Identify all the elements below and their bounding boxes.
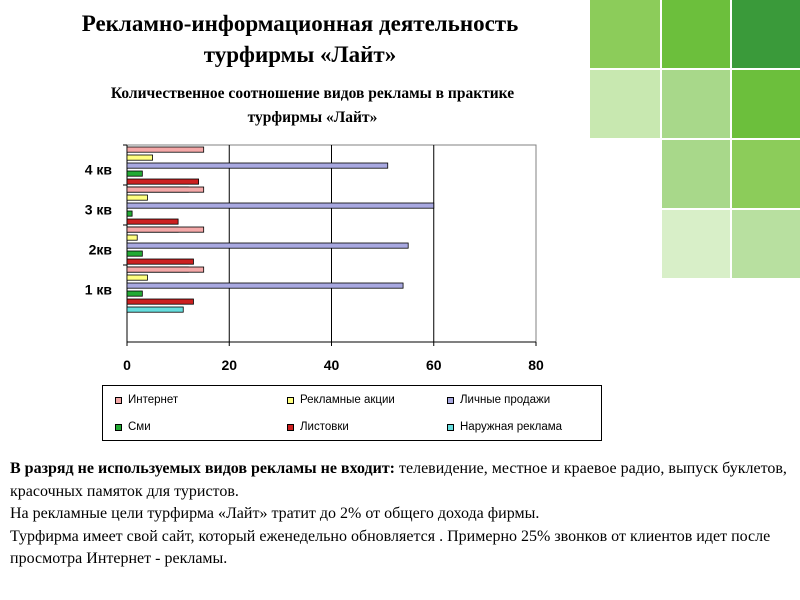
legend-swatch bbox=[115, 396, 122, 404]
legend-item: Листовки bbox=[287, 421, 349, 433]
bar bbox=[126, 218, 179, 225]
page-title: Рекламно-информационная деятельность тур… bbox=[20, 8, 580, 70]
bar bbox=[126, 146, 205, 153]
legend-swatch bbox=[447, 396, 454, 404]
legend-swatch bbox=[287, 423, 294, 431]
bar bbox=[126, 258, 194, 265]
legend-label: Личные продажи bbox=[460, 394, 551, 406]
bar bbox=[126, 306, 184, 313]
decor-tile bbox=[662, 70, 730, 138]
legend-swatch bbox=[447, 423, 454, 431]
bar bbox=[126, 242, 409, 249]
title-line-1: Рекламно-информационная деятельность bbox=[81, 11, 519, 36]
legend-item: Рекламные акции bbox=[287, 394, 395, 406]
bar bbox=[126, 202, 435, 209]
subtitle-line-2: турфирмы «Лайт» bbox=[247, 109, 378, 126]
bar bbox=[126, 194, 148, 201]
subtitle-line-1: Количественное соотношение видов рекламы… bbox=[110, 85, 515, 102]
legend-item: Наружная реклама bbox=[447, 421, 562, 433]
x-tick-label: 40 bbox=[324, 357, 340, 373]
decor-tile bbox=[662, 210, 730, 278]
decor-tile bbox=[662, 140, 730, 208]
bar bbox=[126, 274, 148, 281]
paragraph-budget: На рекламные цели турфирма «Лайт» тратит… bbox=[10, 505, 540, 522]
bar bbox=[126, 154, 153, 161]
bar bbox=[126, 250, 143, 257]
x-tick-label: 60 bbox=[426, 357, 442, 373]
description-text: В разряд не используемых видов рекламы н… bbox=[10, 458, 790, 571]
bar bbox=[126, 186, 205, 193]
bar bbox=[126, 178, 199, 185]
paragraph-not-used-ads: В разряд не используемых видов рекламы н… bbox=[10, 458, 790, 503]
decor-tile bbox=[732, 140, 800, 208]
legend-label: Листовки bbox=[300, 421, 349, 433]
bar bbox=[126, 162, 389, 169]
bar bbox=[126, 290, 143, 297]
legend-label: Наружная реклама bbox=[460, 421, 563, 433]
legend-item: Сми bbox=[115, 421, 151, 433]
decor-tile bbox=[732, 210, 800, 278]
x-tick-label: 80 bbox=[528, 357, 544, 373]
bar bbox=[126, 266, 205, 273]
category-label: 1 кв bbox=[85, 282, 113, 298]
bar bbox=[126, 298, 194, 305]
decor-tile bbox=[590, 70, 660, 138]
decor-tile bbox=[732, 70, 800, 138]
title-line-2: турфирмы «Лайт» bbox=[203, 42, 397, 67]
bar bbox=[126, 170, 143, 177]
paragraph-lead: В разряд не используемых видов рекламы н… bbox=[10, 460, 395, 477]
category-label: 2кв bbox=[89, 242, 113, 258]
legend-item: Личные продажи bbox=[447, 394, 550, 406]
bar bbox=[126, 210, 133, 217]
chart-legend: Интернет Рекламные акции Личные продажи Сми… bbox=[102, 385, 602, 441]
chart-subtitle: Количественное соотношение видов рекламы… bbox=[30, 82, 595, 130]
x-tick-label: 20 bbox=[221, 357, 237, 373]
paragraph-website: Турфирма имеет свой сайт, который еженед… bbox=[10, 527, 771, 568]
bar bbox=[126, 234, 138, 241]
decor-tile bbox=[662, 0, 730, 68]
category-label: 4 кв bbox=[85, 162, 113, 178]
bar bbox=[126, 226, 205, 233]
decor-tile bbox=[732, 0, 800, 68]
legend-label: Рекламные акции bbox=[300, 394, 395, 406]
x-tick-label: 0 bbox=[123, 357, 131, 373]
decor-tile bbox=[590, 0, 660, 68]
legend-label: Сми bbox=[128, 421, 151, 433]
legend-swatch bbox=[115, 423, 122, 431]
category-label: 3 кв bbox=[85, 202, 113, 218]
legend-item: Интернет bbox=[115, 394, 178, 406]
paragraph-rest: телевидение, местное и краевое радио, вы… bbox=[10, 460, 787, 500]
bar bbox=[126, 282, 404, 289]
legend-label: Интернет bbox=[128, 394, 179, 406]
legend-swatch bbox=[287, 396, 294, 404]
